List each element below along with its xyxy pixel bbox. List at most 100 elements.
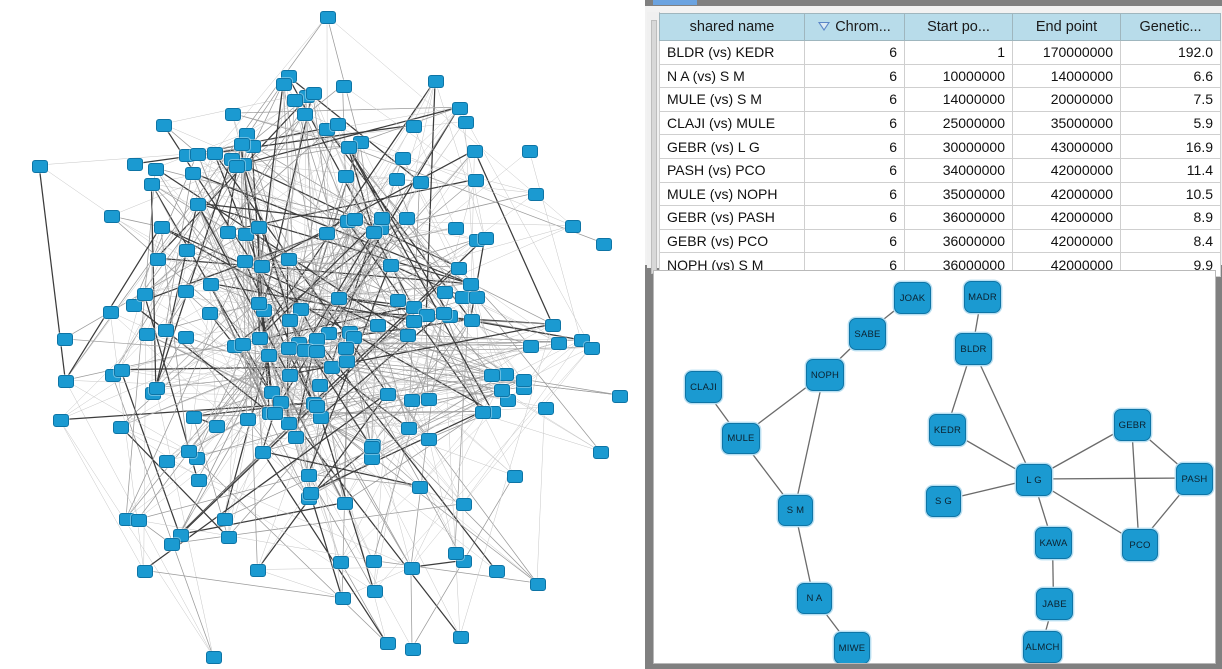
main-network-node[interactable] (319, 227, 336, 241)
main-network-node[interactable] (347, 212, 363, 226)
main-network-node[interactable] (184, 167, 201, 180)
main-network-node[interactable] (58, 374, 75, 388)
main-network-node[interactable] (406, 300, 423, 314)
main-network-node[interactable] (201, 306, 218, 320)
subnetwork-node-mule[interactable]: MULE (722, 423, 760, 454)
main-network-node[interactable] (186, 410, 203, 424)
main-network-node[interactable] (239, 413, 256, 426)
main-network-node[interactable] (340, 140, 357, 154)
main-network-node[interactable] (281, 342, 298, 356)
main-network-node[interactable] (163, 538, 180, 552)
main-network-node[interactable] (252, 332, 269, 346)
main-network-node[interactable] (488, 564, 505, 578)
main-network-node[interactable] (281, 368, 298, 382)
column-header-genetic[interactable]: Genetic... (1120, 13, 1221, 41)
main-network-node[interactable] (153, 221, 170, 235)
subnetwork-node-jabe[interactable]: JABE (1036, 588, 1073, 620)
main-network-node[interactable] (420, 433, 437, 447)
main-network-node[interactable] (126, 299, 143, 313)
main-network-node[interactable] (515, 374, 532, 388)
main-network-node[interactable] (103, 306, 120, 320)
main-network-node[interactable] (403, 394, 420, 408)
main-network-node[interactable] (338, 170, 355, 184)
main-network-node[interactable] (550, 336, 567, 350)
main-network-node[interactable] (308, 399, 325, 413)
main-network-node[interactable] (457, 115, 474, 129)
results-table[interactable]: shared name Chrom... Start po... (659, 13, 1221, 277)
main-network-node[interactable] (320, 10, 336, 24)
main-network-node[interactable] (373, 212, 390, 226)
subnetwork-node-n-a[interactable]: N A (797, 583, 832, 614)
main-network-node[interactable] (52, 414, 69, 428)
column-header-start-point[interactable]: Start po... (904, 13, 1013, 41)
main-network-node[interactable] (224, 107, 241, 121)
main-network-node[interactable] (302, 486, 319, 500)
active-tab-indicator[interactable] (653, 0, 697, 5)
main-network-node[interactable] (447, 547, 464, 561)
main-network-node[interactable] (333, 555, 350, 569)
table-row[interactable]: GEBR (vs) PASH 6 36000000 42000000 8.9 (659, 205, 1221, 230)
main-network-node[interactable] (209, 419, 225, 433)
main-network-node[interactable] (435, 307, 452, 321)
main-network-node[interactable] (494, 383, 511, 397)
table-row[interactable]: N A (vs) S M 6 10000000 14000000 6.6 (659, 63, 1221, 89)
main-network-node[interactable] (379, 637, 396, 651)
main-network-node[interactable] (338, 342, 355, 355)
main-network-node[interactable] (127, 158, 144, 172)
subnetwork-node-claji[interactable]: CLAJI (685, 371, 722, 403)
main-network-node[interactable] (293, 303, 310, 316)
subnetwork-node-gebr[interactable]: GEBR (1114, 409, 1151, 441)
main-network-node[interactable] (250, 564, 267, 577)
main-network-node[interactable] (335, 592, 351, 606)
main-network-node[interactable] (474, 405, 491, 419)
main-network-node[interactable] (312, 411, 329, 424)
subnetwork-node-miwe[interactable]: MIWE (834, 632, 870, 663)
main-network-node[interactable] (382, 258, 399, 272)
main-network-node[interactable] (137, 288, 154, 302)
main-network-node[interactable] (528, 187, 544, 201)
main-network-node[interactable] (390, 293, 407, 307)
main-network-node[interactable] (177, 330, 194, 344)
main-network-node[interactable] (207, 147, 223, 161)
main-network-node[interactable] (537, 401, 554, 415)
main-network-node[interactable] (216, 512, 233, 526)
main-network-node[interactable] (251, 220, 268, 234)
main-network-node[interactable] (453, 630, 469, 644)
main-network-node[interactable] (261, 348, 278, 362)
main-network-node[interactable] (203, 277, 220, 291)
main-network-node[interactable] (113, 364, 130, 378)
main-network-node[interactable] (280, 253, 297, 267)
main-network-view[interactable] (0, 0, 645, 669)
main-network-node[interactable] (388, 173, 405, 187)
main-network-node[interactable] (477, 232, 494, 246)
subnetwork-node-kawa[interactable]: KAWA (1035, 527, 1072, 559)
main-network-node[interactable] (297, 107, 314, 121)
main-network-node[interactable] (238, 227, 255, 241)
subnetwork-node-pash[interactable]: PASH (1176, 463, 1213, 495)
main-network-node[interactable] (406, 119, 423, 133)
main-network-node[interactable] (436, 286, 453, 300)
main-network-node[interactable] (229, 160, 246, 174)
main-network-node[interactable] (219, 225, 236, 239)
table-row[interactable]: CLAJI (vs) MULE 6 25000000 35000000 5.9 (659, 110, 1221, 136)
main-network-node[interactable] (130, 513, 147, 527)
main-network-node[interactable] (138, 327, 155, 341)
main-network-node[interactable] (190, 147, 207, 161)
main-network-node[interactable] (266, 407, 283, 421)
main-network-node[interactable] (113, 420, 130, 434)
main-network-node[interactable] (331, 292, 348, 305)
column-header-shared-name[interactable]: shared name (659, 13, 805, 41)
main-network-node[interactable] (420, 392, 437, 406)
main-network-node[interactable] (233, 137, 250, 151)
main-network-node[interactable] (545, 318, 562, 332)
main-network-node[interactable] (403, 561, 420, 575)
main-network-node[interactable] (312, 378, 329, 392)
main-network-node[interactable] (366, 585, 383, 599)
main-network-node[interactable] (220, 531, 237, 545)
subnetwork-node-almch[interactable]: ALMCH (1023, 631, 1062, 663)
subnetwork-node-joak[interactable]: JOAK (894, 282, 931, 314)
main-network-node[interactable] (339, 355, 356, 369)
main-network-node[interactable] (335, 79, 352, 93)
main-network-node[interactable] (237, 255, 253, 269)
main-network-node[interactable] (253, 259, 270, 273)
